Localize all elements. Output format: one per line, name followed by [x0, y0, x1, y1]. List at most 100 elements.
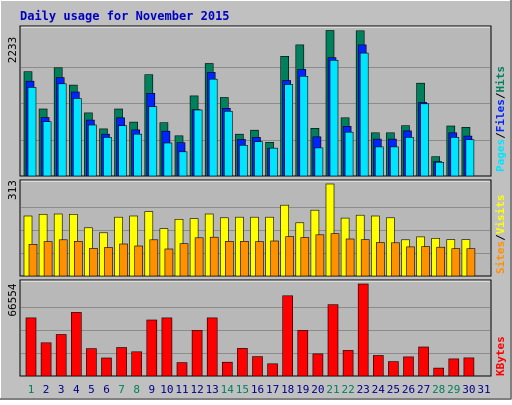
bar-sites-day-3 — [58, 239, 68, 277]
bar-sites-day-18 — [285, 236, 295, 277]
bar-sites-day-5 — [89, 248, 98, 277]
bar-sites-day-14 — [225, 241, 234, 277]
bar-pages-day-6 — [103, 137, 112, 177]
bar-kbytes-day-17 — [267, 363, 278, 377]
bar-sites-day-22 — [345, 238, 355, 277]
bar-sites-day-30 — [466, 248, 476, 277]
bar-sites-day-15 — [240, 241, 249, 277]
bar-sites-day-8 — [134, 245, 143, 277]
x-label-day-30: 30 — [462, 383, 475, 396]
x-label-day-18: 18 — [281, 383, 294, 396]
bar-sites-day-12 — [194, 237, 204, 277]
bar-kbytes-day-6 — [101, 357, 112, 377]
bar-pages-day-5 — [88, 124, 97, 177]
x-label-day-8: 8 — [133, 383, 140, 396]
bar-sites-day-7 — [119, 243, 128, 277]
bar-pages-day-8 — [133, 133, 142, 177]
legend-kbytes: KBytes — [494, 336, 507, 376]
x-label-day-11: 11 — [175, 383, 188, 396]
bar-pages-day-24 — [374, 146, 384, 177]
legend-visits: Visits — [494, 195, 507, 235]
x-label-day-25: 25 — [387, 383, 400, 396]
bar-kbytes-day-12 — [191, 330, 203, 377]
bar-sites-day-26 — [406, 246, 415, 277]
bar-pages-day-13 — [208, 78, 218, 177]
bar-sites-day-29 — [451, 248, 461, 277]
bar-pages-day-23 — [359, 52, 369, 177]
bar-pages-day-3 — [57, 83, 67, 177]
bars — [23, 30, 476, 377]
bar-sites-day-2 — [43, 241, 53, 277]
bar-kbytes-day-7 — [116, 347, 127, 377]
bar-sites-day-13 — [209, 236, 219, 277]
bar-sites-day-24 — [375, 242, 385, 277]
bar-kbytes-day-20 — [312, 353, 324, 377]
x-label-day-27: 27 — [417, 383, 430, 396]
bar-kbytes-day-27 — [418, 346, 429, 377]
bar-pages-day-14 — [224, 111, 233, 177]
bar-visits-day-21 — [325, 183, 335, 277]
x-label-day-10: 10 — [160, 383, 173, 396]
bar-pages-day-26 — [405, 137, 414, 177]
bar-pages-day-18 — [284, 84, 294, 177]
bar-kbytes-day-21 — [327, 304, 339, 377]
x-label-day-15: 15 — [236, 383, 249, 396]
bar-kbytes-day-26 — [403, 356, 414, 377]
legend3-text: KBytes — [494, 336, 507, 376]
legend2-text: Sites/Visits — [494, 195, 507, 275]
ymax-label-kbytes: 66554 — [6, 283, 19, 316]
legend-separator: / — [494, 92, 507, 99]
bar-kbytes-day-9 — [146, 319, 158, 377]
x-label-day-28: 28 — [432, 383, 445, 396]
bar-sites-day-19 — [300, 237, 310, 277]
bar-kbytes-day-2 — [40, 342, 52, 377]
bar-pages-day-25 — [390, 146, 399, 177]
ymax-label-visits: 313 — [6, 180, 19, 200]
bar-sites-day-9 — [149, 239, 159, 277]
x-label-day-23: 23 — [357, 383, 370, 396]
bar-pages-day-15 — [239, 145, 248, 177]
bar-kbytes-day-11 — [176, 362, 188, 377]
x-label-day-2: 2 — [43, 383, 50, 396]
x-label-day-24: 24 — [372, 383, 386, 396]
bar-pages-day-4 — [73, 98, 82, 177]
bar-sites-day-20 — [315, 234, 325, 277]
bar-kbytes-day-18 — [282, 295, 294, 377]
bar-pages-day-12 — [193, 109, 203, 177]
bar-pages-day-10 — [163, 142, 173, 177]
bar-pages-day-29 — [450, 137, 460, 177]
legend-files: Files — [494, 99, 507, 132]
bar-sites-day-23 — [360, 239, 370, 277]
bar-kbytes-day-24 — [372, 355, 384, 377]
bar-sites-day-6 — [104, 247, 113, 277]
bar-kbytes-day-10 — [161, 317, 173, 377]
legend1-text: Pages/Files/Hits — [494, 66, 507, 172]
x-label-day-22: 22 — [341, 383, 354, 396]
bar-pages-day-2 — [42, 121, 52, 177]
bar-pages-day-17 — [269, 147, 278, 177]
bar-kbytes-day-29 — [448, 358, 460, 377]
x-label-day-19: 19 — [296, 383, 309, 396]
bar-pages-day-7 — [118, 125, 127, 177]
legend-visits-sites: Sites/Visits — [494, 195, 507, 275]
bar-kbytes-day-14 — [222, 361, 233, 377]
bar-sites-day-16 — [255, 241, 264, 277]
bar-sites-day-1 — [28, 244, 38, 277]
bar-kbytes-day-30 — [463, 357, 475, 377]
legend-hits-files-pages: Pages/Files/Hits — [494, 66, 507, 172]
bar-kbytes-day-13 — [206, 317, 218, 377]
legend-hits: Hits — [494, 66, 507, 93]
legend-kbytes: KBytes — [494, 336, 507, 376]
bar-pages-day-19 — [299, 76, 309, 177]
x-label-day-12: 12 — [190, 383, 203, 396]
x-label-day-6: 6 — [103, 383, 110, 396]
bar-pages-day-22 — [344, 131, 354, 177]
x-label-day-17: 17 — [266, 383, 279, 396]
legend-pages: Pages — [494, 139, 507, 172]
bar-pages-day-27 — [420, 103, 429, 177]
legend-sites: Sites — [494, 241, 507, 274]
bar-pages-day-16 — [254, 141, 263, 177]
x-label-day-29: 29 — [447, 383, 460, 396]
